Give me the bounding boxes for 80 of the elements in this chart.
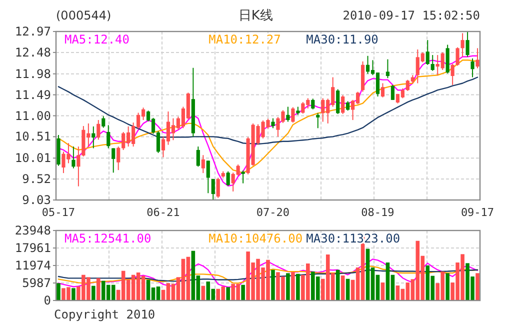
candlestick: [346, 100, 350, 112]
line-series: [58, 269, 478, 282]
y-tick-label: 11974: [14, 258, 51, 272]
bar: [476, 273, 480, 300]
x-tick-label: 06-21: [146, 206, 180, 219]
bar: [336, 270, 340, 300]
candlestick: [216, 177, 220, 198]
candlestick: [72, 146, 76, 169]
bar: [446, 273, 450, 300]
candlestick: [460, 32, 464, 58]
candlestick: [316, 112, 320, 129]
line-series: [58, 258, 478, 288]
text: MA30:11.90: [306, 32, 378, 46]
candlestick: [336, 88, 340, 115]
candlestick: [206, 160, 210, 194]
bar: [96, 278, 100, 300]
text: MA10:12.27: [208, 32, 281, 46]
candlestick: [112, 148, 116, 174]
y-tick-label: 10.51: [14, 130, 51, 144]
y-tick-label: 23948: [14, 224, 51, 238]
bar: [271, 270, 275, 300]
candlestick: [92, 126, 96, 149]
candlestick: [426, 40, 430, 66]
text: 2010-09-17 15:02:50: [342, 8, 480, 22]
candlestick: [271, 118, 275, 129]
candlestick: [156, 130, 160, 154]
candlestick: [450, 64, 454, 86]
candlestick: [456, 46, 460, 66]
candlestick: [106, 124, 110, 149]
text: MA10:10476.00: [208, 232, 303, 246]
candlestick: [226, 170, 230, 186]
candlestick: [201, 154, 205, 174]
candlestick: [196, 146, 200, 168]
bar: [296, 274, 300, 300]
bar: [92, 286, 96, 300]
candlestick: [241, 170, 245, 184]
bar: [380, 282, 385, 300]
y-tick-label: 5987: [22, 276, 51, 290]
candlestick: [430, 54, 434, 72]
x-tick-label: 09-17: [460, 206, 494, 219]
candlestick: [211, 178, 215, 200]
candlestick: [291, 106, 295, 124]
text: Copyright 2010: [54, 308, 156, 322]
bar: [72, 288, 76, 300]
x-tick-label: 07-20: [256, 206, 290, 219]
candlestick: [311, 98, 315, 110]
candlestick: [470, 58, 474, 78]
y-tick-label: 12.97: [14, 24, 51, 38]
bar: [291, 272, 295, 300]
y-tick-label: 0: [44, 294, 51, 308]
candlestick: [466, 31, 470, 58]
bar: [346, 278, 350, 300]
text: MA5:12.40: [64, 32, 130, 46]
y-tick-label: 11.00: [14, 108, 51, 123]
line-series: [58, 76, 478, 145]
candlestick: [380, 82, 385, 98]
bar: [241, 284, 245, 300]
y-tick-label: 17961: [14, 241, 51, 255]
candlestick: [102, 116, 106, 128]
y-tick-label: 12.48: [14, 45, 51, 60]
x-tick-label: 05-17: [42, 206, 76, 219]
bar: [340, 276, 345, 300]
chart-title: (000544): [56, 8, 112, 22]
text: MA5:12541.00: [64, 232, 152, 246]
candlestick: [386, 58, 390, 79]
y-tick-label: 9.52: [22, 172, 51, 186]
y-tick-label: 10.01: [14, 151, 51, 166]
chart-subtitle: 日K线: [238, 8, 273, 24]
bar: [56, 283, 60, 300]
candlestick: [341, 94, 345, 115]
candlestick: [476, 48, 480, 69]
y-tick-label: 11.49: [14, 88, 51, 102]
candlestick: [286, 106, 290, 122]
bar: [226, 287, 230, 300]
y-tick-label: 11.98: [14, 66, 51, 81]
candlestick: [96, 120, 100, 140]
bar: [286, 273, 290, 300]
candlestick: [390, 84, 394, 100]
x-tick-label: 08-19: [361, 206, 394, 219]
y-tick-label: 9.03: [22, 193, 51, 207]
